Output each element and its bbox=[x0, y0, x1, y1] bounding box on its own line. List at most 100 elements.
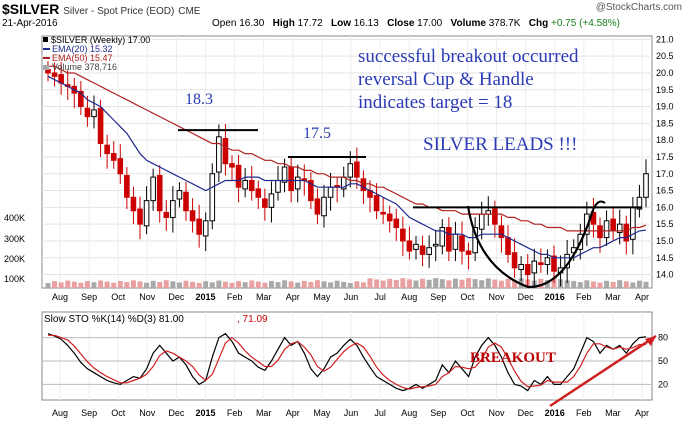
x-tick-label: Jul bbox=[374, 292, 386, 302]
sto-x-tick-label: Mar bbox=[256, 408, 272, 418]
chart-header: $SILVER Silver - Spot Price (EOD) CME @S… bbox=[0, 0, 688, 34]
volume-bar bbox=[262, 282, 268, 288]
price-tick-label: 14.0 bbox=[656, 270, 674, 280]
sto-d-line bbox=[48, 334, 647, 390]
sto-x-tick-label: 2015 bbox=[195, 408, 215, 418]
candle-body bbox=[373, 195, 380, 212]
volume-bar bbox=[222, 281, 228, 288]
candle-body bbox=[255, 188, 262, 198]
annotation-line-2: reversal Cup & Handle bbox=[358, 69, 534, 90]
candle-body bbox=[308, 179, 314, 202]
volume-bar bbox=[301, 280, 307, 288]
volume-bar bbox=[604, 280, 610, 288]
candle-body bbox=[597, 225, 603, 239]
ema50-line bbox=[48, 65, 647, 232]
volume-bar bbox=[367, 278, 373, 288]
sto-legend: Slow STO %K(14) %D(3) 81.00 bbox=[44, 314, 184, 325]
x-tick-label: Apr bbox=[635, 292, 649, 302]
candle-body bbox=[524, 263, 531, 276]
sto-x-tick-label: Nov bbox=[488, 408, 505, 418]
x-tick-label: Dec bbox=[518, 292, 535, 302]
candle-body bbox=[176, 190, 183, 200]
volume-bar bbox=[492, 279, 498, 288]
candle-body bbox=[465, 250, 472, 255]
volume-bar bbox=[466, 277, 472, 288]
price-tick-label: 15.5 bbox=[656, 219, 674, 229]
price-tick-label: 16.0 bbox=[656, 202, 674, 212]
x-tick-label: Jun bbox=[344, 292, 359, 302]
volume-bar bbox=[249, 280, 255, 288]
candle-body bbox=[294, 176, 301, 190]
candle-body bbox=[603, 220, 610, 239]
price-tick-label: 15.0 bbox=[656, 236, 674, 246]
candle-body bbox=[150, 176, 156, 202]
sto-tick-label: 20 bbox=[658, 379, 668, 389]
volume-tick-label: 200K bbox=[4, 254, 25, 264]
chart-date: 21-Apr-2016 bbox=[2, 18, 58, 29]
volume-bar bbox=[597, 282, 603, 288]
volume-bar bbox=[334, 280, 340, 288]
candle-body bbox=[406, 240, 413, 252]
candle-body bbox=[143, 200, 150, 227]
volume-bar bbox=[360, 282, 366, 288]
volume-bar bbox=[400, 278, 406, 288]
sto-x-tick-label: Mar bbox=[605, 408, 621, 418]
volume-bar bbox=[58, 282, 64, 288]
x-tick-label: Nov bbox=[488, 292, 505, 302]
volume-bar bbox=[65, 280, 71, 288]
sto-x-tick-label: Dec bbox=[518, 408, 535, 418]
volume-bar bbox=[406, 279, 412, 288]
candle-body bbox=[124, 174, 130, 198]
volume-bar bbox=[268, 280, 274, 288]
candle-body bbox=[84, 107, 91, 118]
price-tick-label: 19.5 bbox=[656, 85, 674, 95]
candle-body bbox=[327, 186, 334, 198]
volume-bar bbox=[452, 278, 458, 288]
candle-body bbox=[538, 262, 544, 265]
candle-body bbox=[439, 227, 446, 247]
candle-body bbox=[400, 228, 406, 242]
candle-body bbox=[446, 227, 452, 252]
candle-body bbox=[393, 218, 400, 229]
legend-ema50: EMA(50) 15.47 bbox=[52, 53, 113, 63]
candle-body bbox=[170, 200, 176, 218]
breakout-label: BREAKOUT bbox=[470, 350, 556, 366]
x-tick-label: Feb bbox=[576, 292, 592, 302]
price-panel-frame bbox=[41, 35, 653, 289]
volume-bar bbox=[196, 282, 202, 288]
chart-title: $SILVER Silver - Spot Price (EOD) CME bbox=[2, 1, 201, 17]
candle-body bbox=[222, 137, 229, 165]
volume-bar bbox=[354, 281, 360, 288]
sto-x-tick-label: Nov bbox=[139, 408, 156, 418]
candle-body bbox=[386, 213, 393, 222]
annotation-line-1: successful breakout occurred bbox=[358, 46, 579, 67]
sto-x-tick-label: Dec bbox=[168, 408, 185, 418]
candle-body bbox=[242, 179, 248, 190]
volume-bar bbox=[347, 282, 353, 288]
x-tick-label: Nov bbox=[139, 292, 156, 302]
ema20-line bbox=[47, 75, 647, 259]
volume-bar bbox=[236, 281, 242, 288]
price-tick-label: 16.5 bbox=[656, 186, 674, 196]
volume-bar bbox=[242, 282, 248, 288]
volume-bar bbox=[288, 281, 294, 288]
candle-body bbox=[616, 223, 623, 234]
candle-body bbox=[531, 260, 538, 274]
volume-bar bbox=[485, 278, 491, 288]
candle-body bbox=[544, 257, 551, 265]
volume-bar bbox=[577, 282, 583, 288]
candle-body bbox=[104, 144, 110, 155]
volume-bar bbox=[328, 282, 334, 288]
volume-bar bbox=[413, 280, 419, 288]
sto-x-tick-label: Aug bbox=[401, 408, 417, 418]
volume-bar bbox=[623, 281, 629, 288]
volume-bar bbox=[183, 280, 189, 288]
candle-body bbox=[347, 163, 354, 178]
volume-bar bbox=[446, 280, 452, 288]
volume-bar bbox=[216, 280, 222, 288]
volume-bar bbox=[439, 279, 445, 288]
legend-ema20: EMA(20) 15.32 bbox=[52, 44, 113, 54]
volume-bar bbox=[630, 282, 636, 288]
x-tick-label: Feb bbox=[227, 292, 243, 302]
x-tick-label: Sep bbox=[81, 292, 97, 302]
